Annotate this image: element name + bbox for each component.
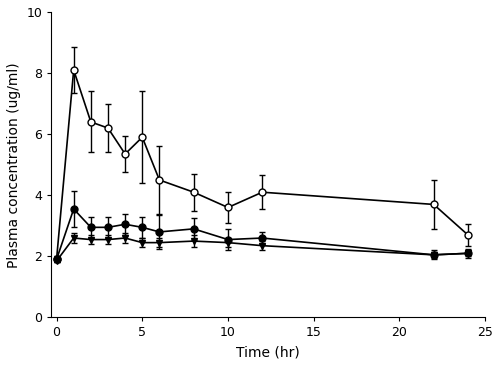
Y-axis label: Plasma concentration (ug/ml): Plasma concentration (ug/ml) — [7, 62, 21, 268]
X-axis label: Time (hr): Time (hr) — [236, 345, 300, 359]
